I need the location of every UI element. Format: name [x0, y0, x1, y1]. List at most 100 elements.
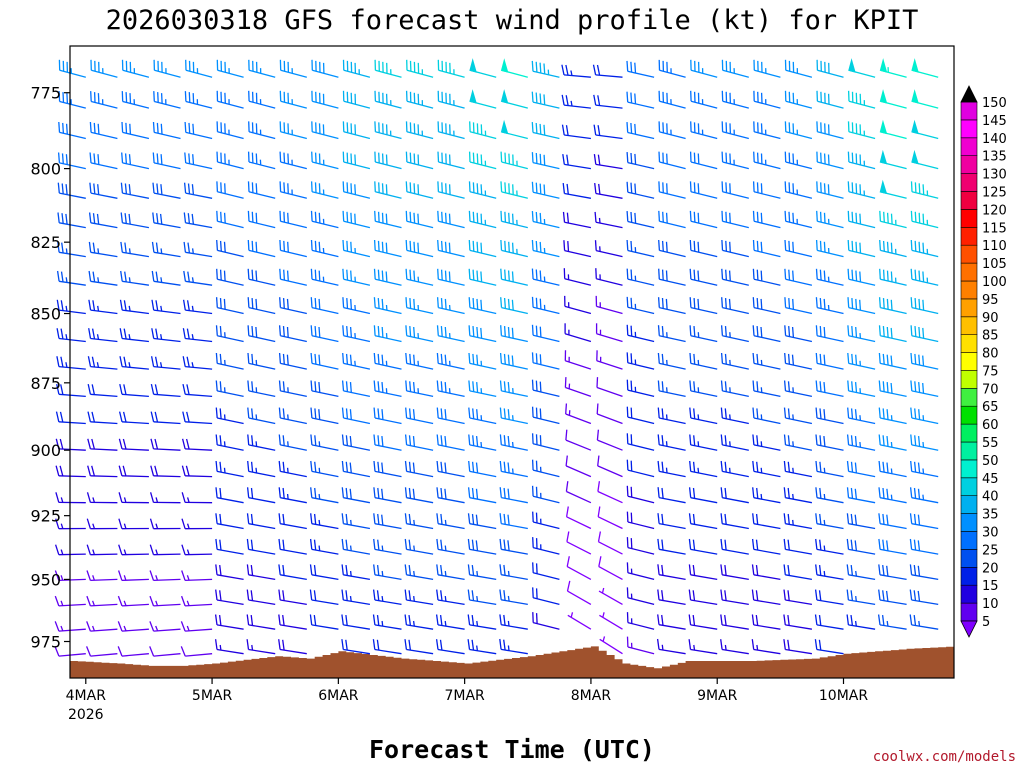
wind-barb — [626, 296, 655, 315]
barb-shaft — [153, 337, 181, 343]
wind-barb — [721, 210, 749, 229]
wind-barb — [815, 564, 844, 581]
wind-barb — [500, 119, 528, 140]
barb-flag — [561, 94, 565, 106]
barb-flag — [283, 152, 286, 164]
wind-barb — [599, 636, 623, 655]
barb-shaft — [375, 278, 402, 286]
wind-barb — [149, 570, 181, 582]
barb-flag — [92, 242, 96, 253]
barb-flag — [444, 354, 447, 366]
barb-half-flag — [792, 467, 794, 474]
barb-shaft — [437, 497, 465, 504]
x-tick-label: 6MAR — [318, 688, 359, 704]
wind-barb — [593, 154, 623, 170]
barb-shaft — [90, 578, 118, 582]
barb-flag — [914, 326, 917, 337]
barb-shaft — [91, 69, 118, 78]
wind-barb — [373, 564, 402, 581]
wind-barb — [246, 538, 276, 555]
barb-flag — [593, 124, 597, 136]
barb-shaft — [121, 475, 149, 478]
barb-flag — [846, 614, 850, 625]
wind-barb — [911, 58, 939, 78]
barb-flag — [630, 486, 633, 498]
barb-shaft — [469, 417, 497, 425]
barb-shaft — [311, 523, 339, 530]
barb-flag — [278, 352, 282, 364]
barb-shaft — [248, 362, 276, 370]
barb-flag — [219, 240, 222, 252]
barb-flag — [182, 299, 186, 311]
barb-flag — [150, 438, 155, 450]
wind-barb — [121, 121, 150, 140]
barb-shaft — [911, 523, 939, 530]
barb-half-flag — [570, 70, 573, 76]
barb-half-flag — [318, 493, 321, 500]
barb-flag — [247, 268, 250, 280]
wind-barb — [310, 460, 339, 478]
wind-barb — [657, 538, 686, 555]
barb-flag — [725, 240, 728, 252]
barb-shaft — [312, 69, 339, 78]
colorbar-tick-label: 60 — [982, 418, 999, 433]
barb-shaft — [599, 638, 623, 655]
barb-shaft — [90, 222, 118, 229]
barb-flag — [404, 589, 408, 601]
barb-half-flag — [97, 277, 100, 283]
wind-barb — [783, 380, 813, 398]
barb-flag — [878, 407, 881, 419]
wind-barb — [531, 296, 560, 315]
barb-flag — [183, 270, 187, 282]
barb-shaft — [501, 191, 528, 199]
barb-flag — [476, 270, 479, 282]
barb-flag — [507, 435, 510, 447]
wind-barb — [910, 239, 939, 258]
barb-shaft — [785, 278, 813, 286]
barb-flag — [724, 353, 727, 365]
barb-flag — [855, 241, 858, 253]
wind-barb — [626, 636, 655, 655]
barb-flag — [318, 183, 321, 194]
barb-half-flag — [665, 387, 668, 393]
wind-barb — [436, 352, 465, 370]
barb-shaft — [122, 222, 150, 229]
barb-half-flag — [854, 620, 857, 627]
barb-half-flag — [60, 523, 64, 529]
wind-barb — [531, 406, 560, 425]
barb-flag — [467, 538, 471, 550]
barb-flag — [160, 184, 163, 195]
wind-barb — [467, 487, 497, 504]
barb-half-flag — [155, 625, 159, 632]
barb-flag — [914, 353, 917, 365]
barb-flag — [815, 487, 818, 498]
barb-flag — [472, 269, 475, 281]
wind-barb — [815, 407, 844, 425]
barb-shaft — [911, 306, 939, 315]
barb-flag — [441, 182, 443, 193]
barb-flag — [539, 354, 542, 365]
wind-barb — [563, 240, 592, 258]
wind-barb — [404, 564, 434, 581]
barb-flag — [155, 300, 159, 311]
wind-barb — [561, 94, 591, 109]
barb-flag — [561, 124, 565, 136]
barb-flag — [56, 299, 60, 311]
barb-flag — [688, 614, 692, 625]
barb-shaft — [217, 161, 244, 170]
barb-flag — [531, 60, 534, 72]
barb-flag — [215, 513, 218, 524]
barb-shaft — [248, 470, 276, 478]
barb-flag — [214, 614, 218, 625]
barb-flag — [467, 639, 471, 650]
barb-flag — [504, 182, 507, 193]
barb-flag — [377, 435, 380, 446]
wind-barb — [246, 564, 276, 581]
wind-barb — [751, 589, 781, 606]
barb-half-flag — [286, 493, 289, 500]
wind-barb — [752, 268, 781, 286]
barb-shaft — [753, 548, 781, 555]
barb-shaft — [217, 131, 244, 140]
wind-barb — [815, 268, 844, 286]
barb-shaft — [248, 548, 276, 555]
